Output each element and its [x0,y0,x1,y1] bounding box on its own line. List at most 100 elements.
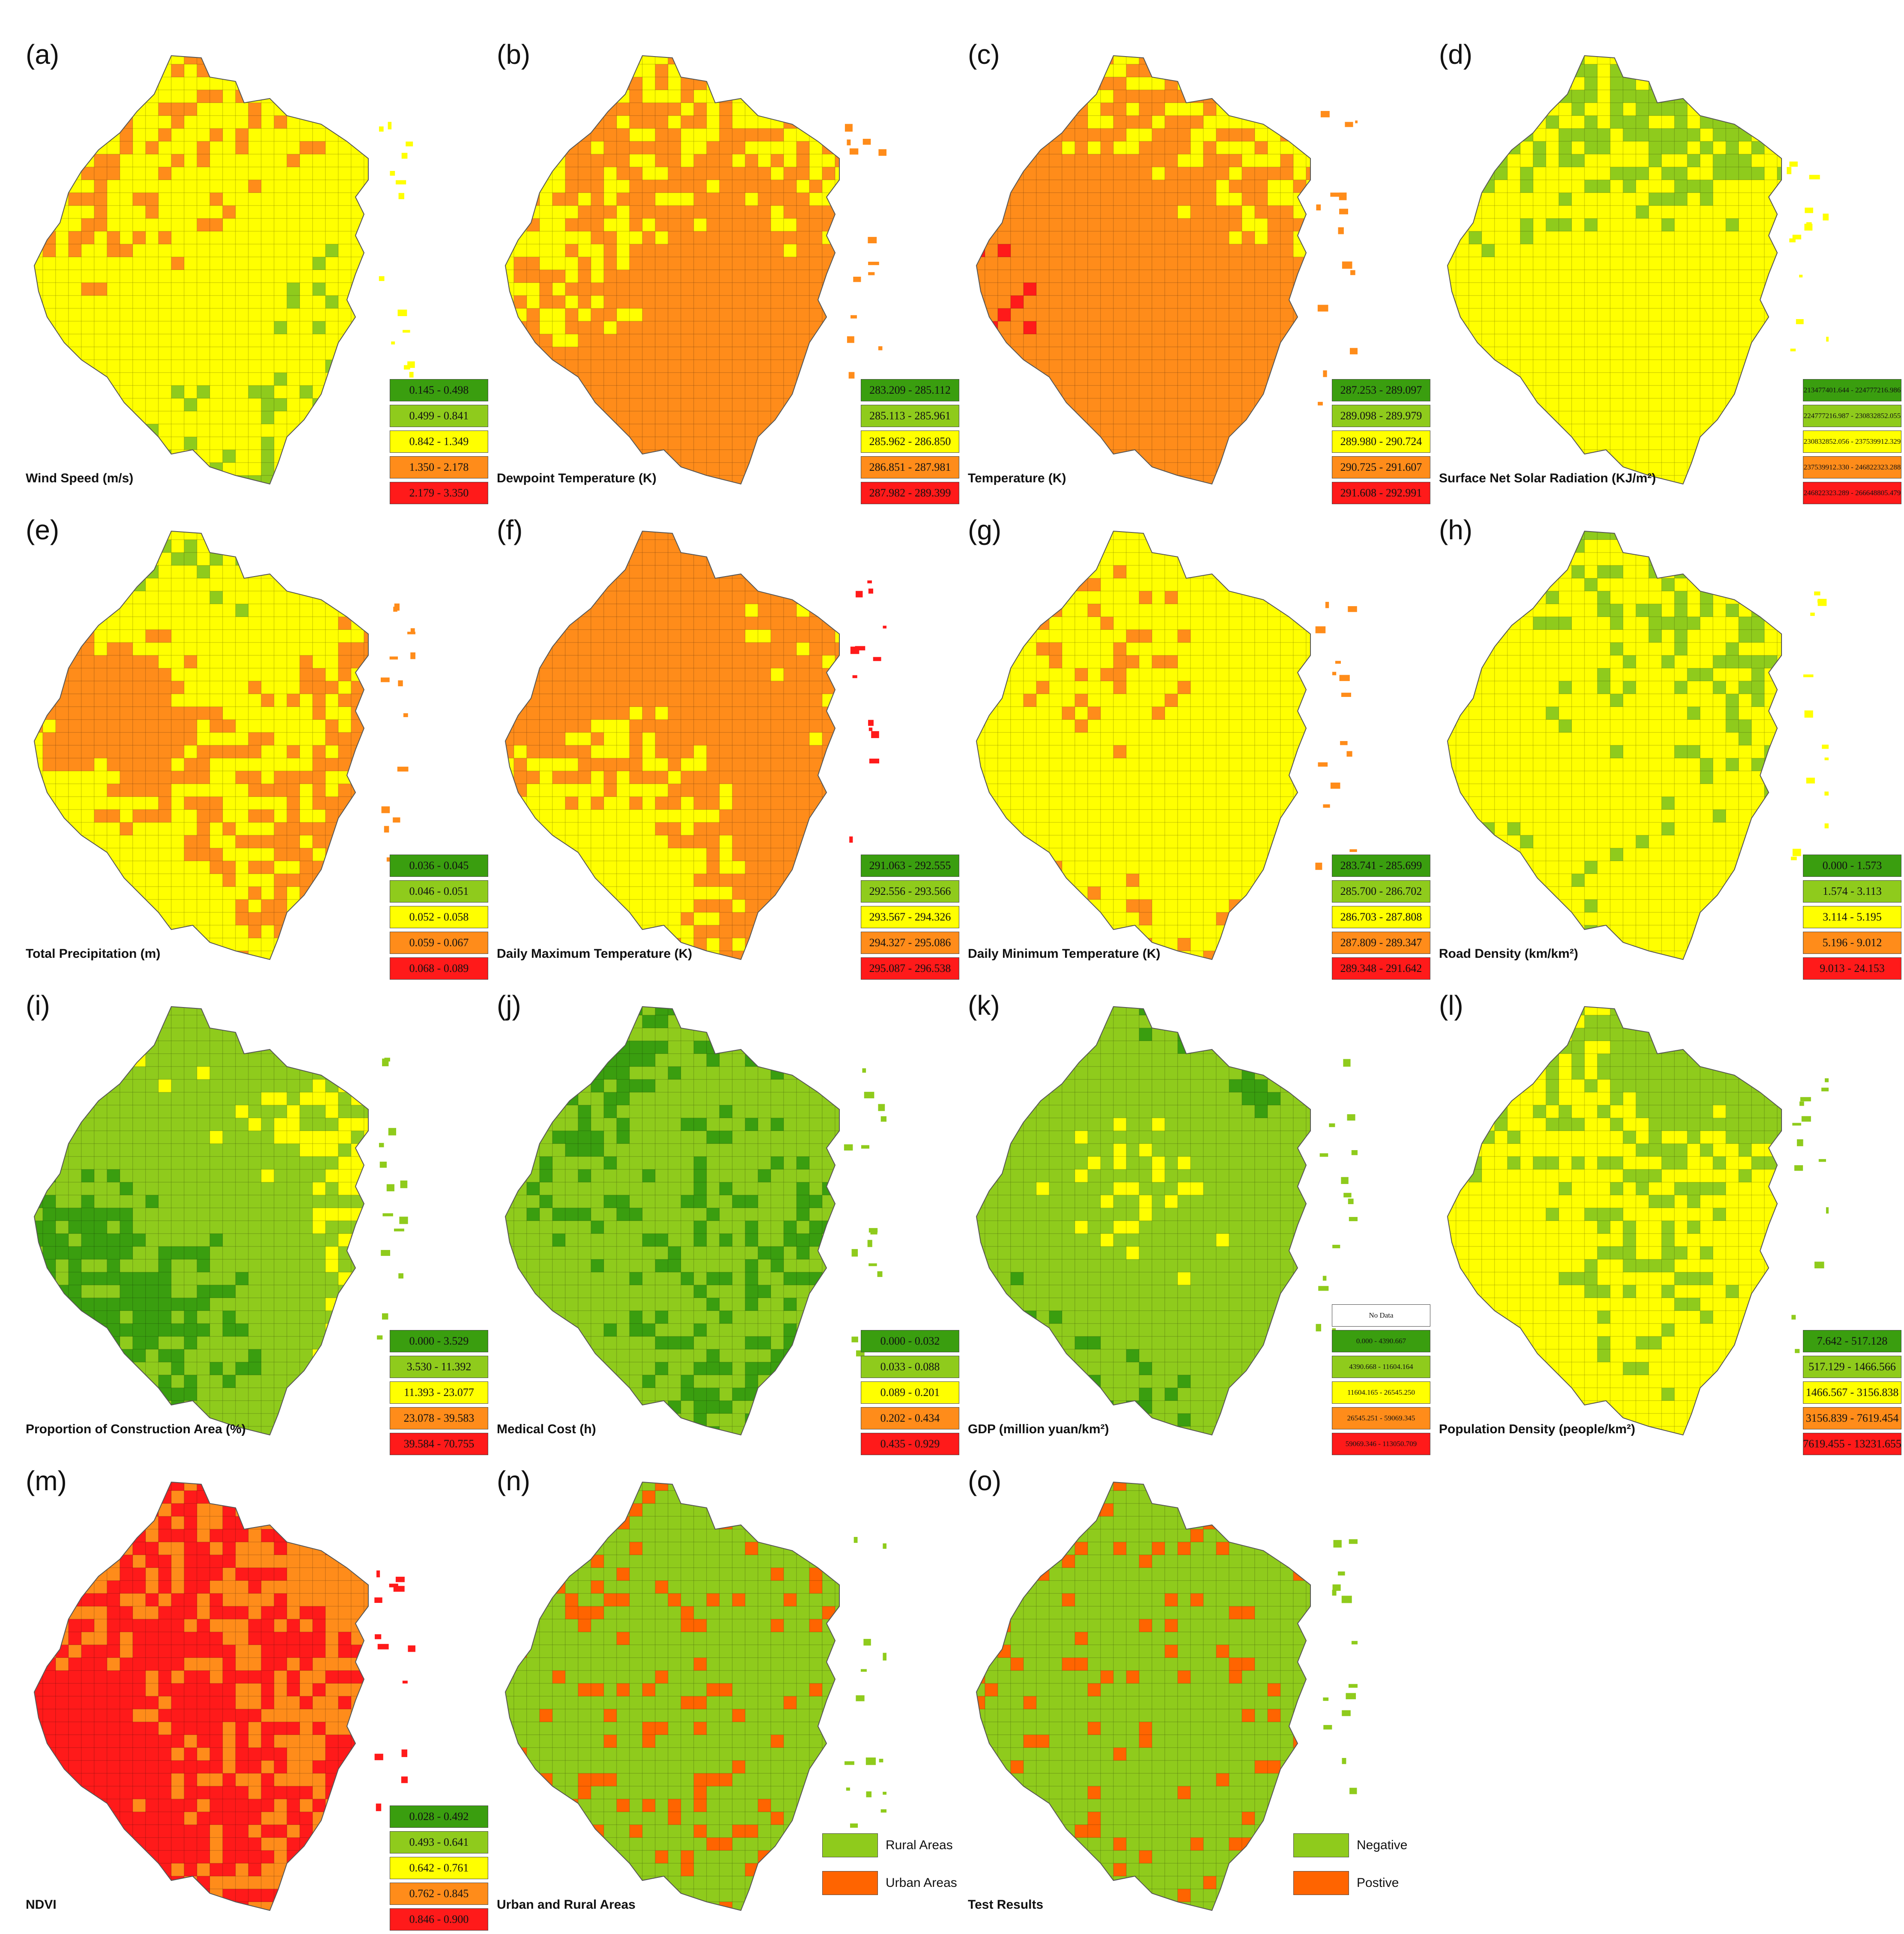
grid-cell [1139,90,1152,103]
grid-cell [552,282,566,296]
grid-cell [745,347,758,360]
grid-cell [1139,205,1152,219]
grid-cell [1507,102,1521,116]
grid-cell [1481,128,1495,142]
grid-cell [286,758,300,771]
grid-cell [34,796,43,810]
grid-cell [248,531,262,540]
grid-cell [1254,154,1268,167]
grid-cell [119,308,133,322]
grid-cell [1546,231,1559,245]
grid-cell [312,77,326,90]
grid-cell [1623,321,1636,335]
grid-cell [274,308,287,322]
grid-cell [770,179,784,193]
grid-cell [286,745,300,759]
grid-cell [848,244,861,257]
grid-cell [591,167,604,180]
grid-cell [1229,77,1242,90]
grid-cell [403,771,415,784]
grid-cell [42,179,56,193]
grid-cell [377,347,390,360]
grid-cell [312,462,326,476]
grid-cell [286,411,300,424]
grid-cell [976,154,985,167]
grid-cell [1456,269,1469,283]
grid-cell [526,244,540,257]
grid-cell [1306,141,1310,155]
grid-cell [197,861,210,874]
grid-cell [758,244,771,257]
grid-cell [1751,257,1765,270]
grid-cell [222,771,236,784]
grid-cell [578,398,591,412]
grid-cell [603,372,617,386]
grid-cell [132,861,146,874]
grid-cell [719,424,733,437]
grid-cell [642,385,656,399]
grid-cell [796,167,810,180]
grid-cell [552,90,566,103]
grid-cell [299,681,313,694]
grid-cell [1100,179,1114,193]
grid-cell [1790,296,1803,308]
grid-cell [1533,321,1546,335]
grid-cell [377,655,390,668]
grid-cell [158,372,172,386]
grid-cell [55,269,69,283]
grid-cell [1635,436,1649,450]
grid-cell [1713,436,1726,450]
grid-cell [1152,154,1165,167]
grid-cell [248,167,262,180]
grid-cell [822,102,836,116]
grid-cell [1816,180,1829,193]
grid-cell [1546,334,1559,347]
grid-cell [1494,90,1508,103]
grid-cell [390,591,403,604]
grid-cell [1623,244,1636,257]
grid-cell [312,796,326,810]
grid-cell [403,668,415,681]
grid-cell [1126,269,1140,283]
grid-cell [809,192,823,206]
grid-cell [552,64,566,78]
grid-cell [94,578,107,592]
grid-cell [513,257,527,270]
grid-cell [81,321,95,335]
grid-cell [1190,269,1204,283]
grid-cell [1803,64,1816,77]
grid-cell [997,218,1011,232]
grid-cell [184,231,197,245]
grid-cell [377,424,390,437]
grid-cell [1610,347,1623,360]
grid-cell [274,334,287,347]
grid-cell [145,205,159,219]
grid-cell [1764,77,1778,90]
grid-cell [338,385,352,399]
grid-cell [1216,167,1230,180]
grid-cell [642,231,656,245]
grid-cell [1306,347,1310,360]
grid-cell [119,321,133,335]
grid-cell [997,411,1011,424]
grid-cell [81,848,95,861]
grid-cell [1293,244,1307,257]
grid-cell [1241,231,1255,245]
grid-cell [1139,218,1152,232]
grid-cell [209,56,223,65]
grid-cell [132,552,146,566]
grid-cell [364,347,368,360]
grid-cell [403,270,415,283]
grid-cell [1036,282,1050,296]
grid-cell [1584,231,1598,245]
grid-cell [107,668,120,682]
grid-cell [591,115,604,129]
grid-cell [222,385,236,399]
grid-cell [1241,295,1255,309]
grid-cell [603,424,617,437]
grid-cell [1216,218,1230,232]
grid-cell [286,796,300,810]
grid-cell [719,102,733,116]
grid-cell [158,848,172,861]
grid-cell [132,269,146,283]
